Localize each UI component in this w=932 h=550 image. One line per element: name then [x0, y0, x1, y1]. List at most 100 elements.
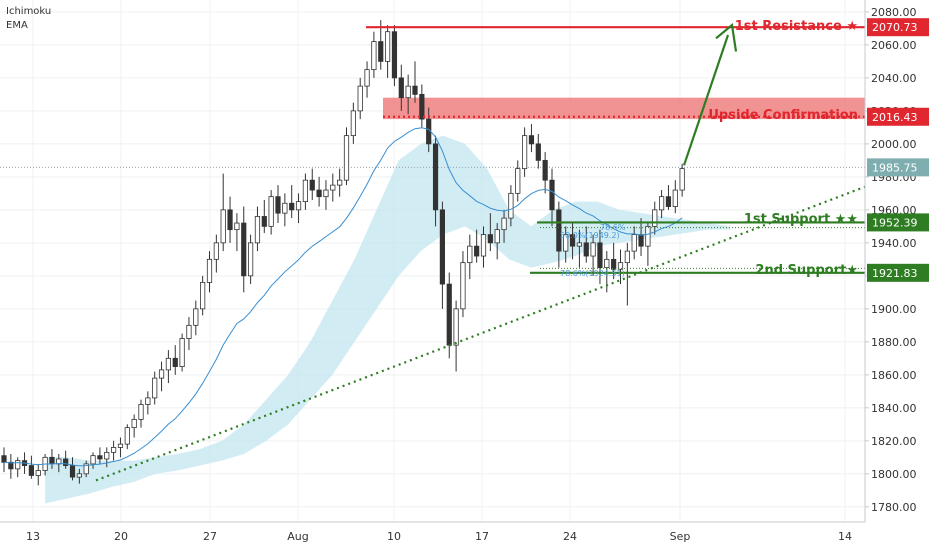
candles [1, 20, 685, 486]
y-tick-label: 1820.00 [871, 435, 917, 448]
candle-body [460, 262, 466, 310]
candle-body [556, 209, 562, 252]
candle-body [412, 85, 418, 95]
candle-body [617, 262, 624, 270]
price-tag-box [867, 18, 929, 37]
fib-label: 78.6% [600, 223, 626, 232]
candle-body [576, 242, 583, 247]
candle-body [604, 258, 610, 268]
candle-body [69, 465, 76, 478]
candle-body [398, 77, 404, 99]
y-tick-label: 1840.00 [871, 402, 917, 415]
price-tag-text: 2016.43 [872, 111, 918, 124]
arrow-shaft [682, 34, 730, 166]
candle-body [186, 324, 192, 339]
projection-arrow [682, 23, 738, 166]
candle-body [638, 234, 644, 247]
candle-body [227, 209, 233, 231]
candle-body [213, 242, 219, 260]
ema-line [3, 127, 683, 467]
candle-body [432, 143, 439, 211]
candle-body [131, 418, 137, 429]
candle-body [467, 245, 473, 264]
candle-body [542, 159, 548, 181]
cloud-area [45, 135, 731, 504]
support-trendline [95, 185, 866, 482]
y-tick-label: 1880.00 [871, 336, 917, 349]
candle-body [357, 85, 363, 112]
candle-body [90, 455, 96, 465]
candle-body [76, 473, 82, 478]
candle-body [49, 456, 55, 465]
candle-body [323, 189, 329, 198]
candle-body [515, 168, 521, 194]
candle-body [152, 377, 158, 399]
candle-body [659, 196, 665, 211]
candle-body [330, 184, 336, 191]
candle-body [275, 196, 281, 214]
candle-body [522, 135, 528, 170]
candle-body [172, 357, 178, 367]
price-tag-box [867, 213, 929, 232]
candle-body [535, 143, 541, 161]
candle-body [247, 242, 254, 277]
candle-body [145, 397, 151, 405]
candle-body [1, 455, 7, 463]
candle-body [309, 179, 315, 191]
y-tick-label: 1940.00 [871, 237, 917, 250]
x-tick-label: 17 [475, 530, 489, 543]
price-tag-text: 2070.73 [872, 21, 918, 34]
candle-body [282, 202, 288, 214]
upside-zone [383, 97, 865, 120]
candle-body [480, 234, 487, 257]
candle-body [611, 258, 617, 270]
candle-body [679, 168, 685, 191]
y-tick-label: 1860.00 [871, 369, 917, 382]
candle-body [104, 451, 110, 460]
candle-body [494, 229, 500, 244]
candle-body [302, 179, 309, 203]
candle-body [652, 209, 658, 227]
x-tick-label: 24 [563, 530, 577, 543]
level-label: 1st Support ★★ [744, 212, 858, 227]
candle-body [8, 461, 14, 470]
y-tick-label: 2040.00 [871, 72, 917, 85]
price-tag-box [867, 107, 929, 126]
candle-body [508, 192, 514, 219]
candle-body [117, 443, 124, 448]
x-tick-label: 10 [387, 530, 401, 543]
price-tag-text: 1921.83 [872, 267, 918, 280]
candle-body [158, 369, 165, 379]
candle-body [234, 222, 240, 231]
candle-body [590, 242, 596, 257]
arrow-head [715, 23, 738, 52]
candle-body [549, 179, 555, 211]
candle-body [645, 225, 651, 247]
candle-body [446, 283, 452, 346]
price-tag-box [867, 263, 929, 282]
candle-body [179, 338, 185, 367]
candle-body [337, 179, 343, 186]
candle-body [350, 110, 356, 137]
candle-body [220, 209, 226, 244]
candle-body [405, 85, 411, 99]
last-price-box [867, 158, 929, 177]
candle-body [453, 308, 459, 346]
candle-body [63, 458, 69, 466]
candle-body [474, 245, 480, 257]
candle-body [501, 217, 507, 231]
candle-body [124, 427, 130, 445]
candle-body [28, 465, 35, 476]
legend-ema: EMA [6, 20, 28, 31]
candle-body [371, 41, 377, 71]
last-price-text: 1985.75 [872, 161, 918, 174]
candle-body [597, 242, 603, 268]
ichimoku-cloud [45, 135, 731, 504]
candle-body [193, 308, 199, 326]
candle-body [165, 357, 171, 371]
fib-retracement: 78.6%50.0%(1949.2) 78.6%(1924.51) [540, 223, 865, 278]
candle-body [200, 282, 206, 310]
candle-body [528, 135, 535, 145]
y-tick-label: 2000.00 [871, 138, 917, 151]
